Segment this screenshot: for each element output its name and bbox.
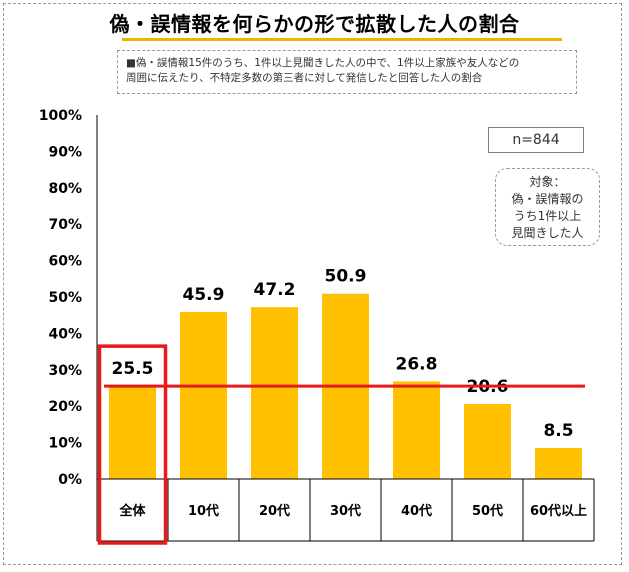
bar bbox=[180, 311, 227, 479]
chart-frame bbox=[3, 3, 622, 565]
highlight-box bbox=[97, 344, 168, 545]
y-tick-label: 20% bbox=[48, 399, 82, 415]
target-line-3: うち1件以上 bbox=[513, 209, 582, 223]
x-tick-label: 50代 bbox=[472, 503, 503, 519]
x-tick-label: 全体 bbox=[118, 503, 146, 519]
target-line-1: 対象： bbox=[529, 175, 566, 189]
x-tick-label: 60代以上 bbox=[530, 503, 587, 519]
y-tick-label: 70% bbox=[48, 217, 82, 233]
data-label: 47.2 bbox=[254, 280, 296, 300]
x-tick-label: 20代 bbox=[259, 503, 290, 519]
y-tick-label: 60% bbox=[48, 254, 82, 270]
y-tick-label: 100% bbox=[39, 108, 82, 124]
y-tick-label: 10% bbox=[48, 436, 82, 452]
y-tick-label: 50% bbox=[48, 290, 82, 306]
chart-title: 偽・誤情報を何らかの形で拡散した人の割合 bbox=[109, 12, 520, 36]
bar bbox=[535, 448, 582, 479]
y-tick-label: 90% bbox=[48, 144, 82, 160]
chart-note: ■偽・誤情報15件のうち、1件以上見聞きした人の中で、1件以上家族や友人などの … bbox=[117, 50, 577, 94]
y-tick-label: 30% bbox=[48, 363, 82, 379]
data-label: 25.5 bbox=[112, 359, 154, 379]
target-line-2: 偽・誤情報の bbox=[511, 192, 584, 206]
y-tick-label: 40% bbox=[48, 326, 82, 342]
bar bbox=[109, 386, 156, 479]
x-tick-label: 30代 bbox=[330, 503, 361, 519]
note-line-2: 周囲に伝えたり、不特定多数の第三者に対して発信したと回答した人の割合 bbox=[126, 72, 483, 84]
sample-size-box: n=844 bbox=[488, 127, 584, 153]
data-label: 45.9 bbox=[183, 285, 225, 305]
data-label: 26.8 bbox=[396, 354, 438, 374]
bar bbox=[393, 381, 440, 479]
note-line-1: ■偽・誤情報15件のうち、1件以上見聞きした人の中で、1件以上家族や友人などの bbox=[126, 57, 520, 69]
data-label: 8.5 bbox=[543, 421, 573, 441]
y-tick-label: 80% bbox=[48, 181, 82, 197]
x-tick-label: 10代 bbox=[188, 503, 219, 519]
bar bbox=[251, 307, 298, 479]
title-underline bbox=[122, 38, 562, 41]
x-tick-label: 40代 bbox=[401, 503, 432, 519]
y-tick-label: 0% bbox=[58, 472, 82, 488]
target-line-4: 見聞きした人 bbox=[511, 226, 584, 240]
data-label: 50.9 bbox=[325, 267, 367, 287]
target-description-box: 対象： 偽・誤情報の うち1件以上 見聞きした人 bbox=[495, 168, 600, 246]
bar bbox=[464, 404, 511, 479]
